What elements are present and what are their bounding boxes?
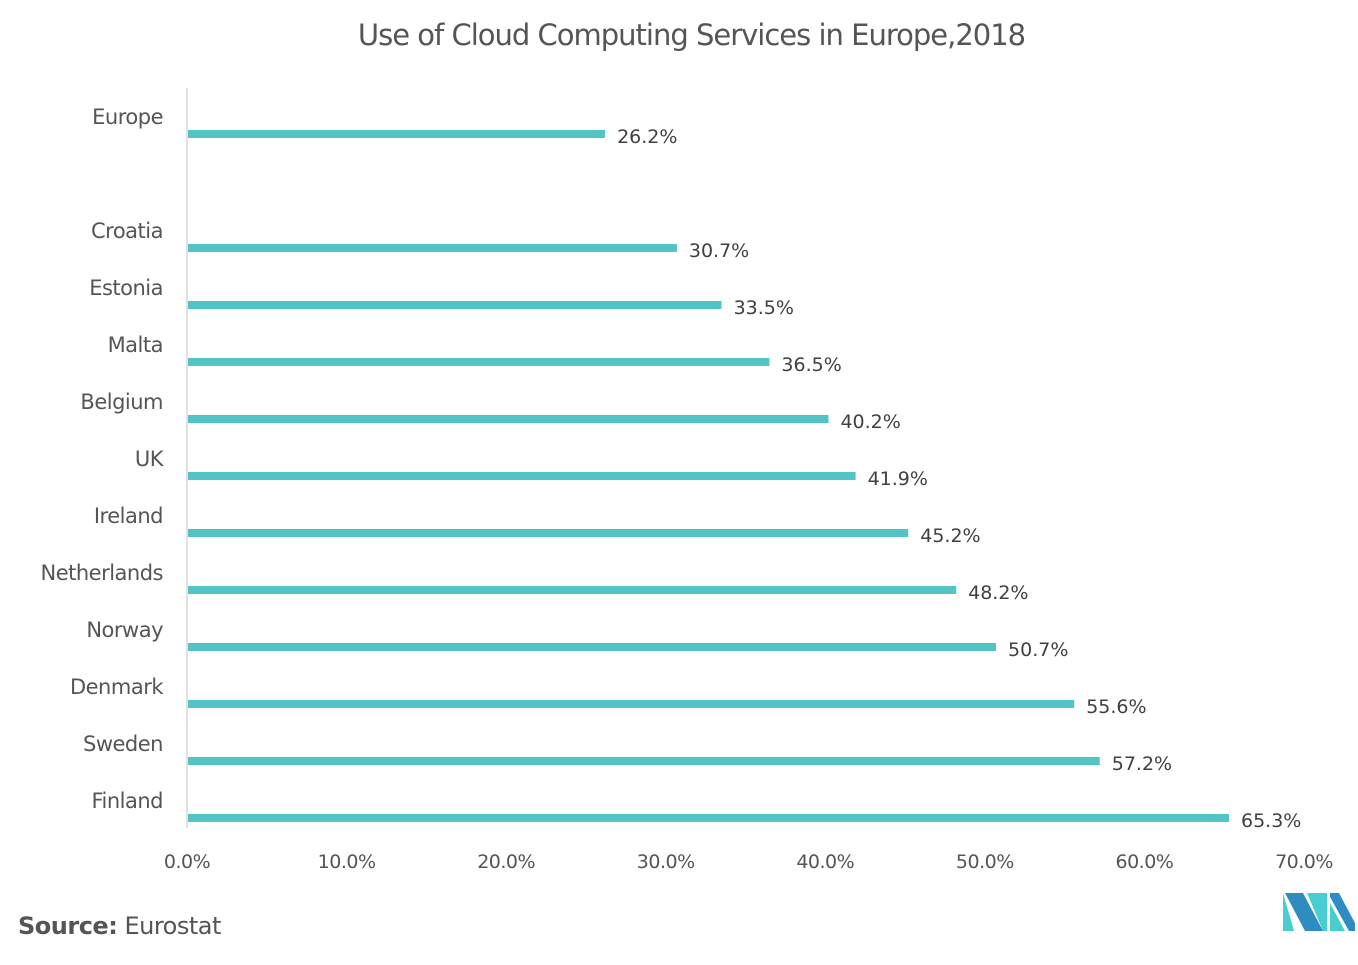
data-label: 50.7% <box>1008 639 1068 661</box>
category-label: Europe <box>92 105 163 129</box>
logo-shape-5 <box>1330 903 1345 931</box>
bar-belgium <box>188 415 829 423</box>
category-label: Finland <box>91 789 163 813</box>
data-label: 40.2% <box>840 411 900 433</box>
category-label: UK <box>135 447 165 471</box>
data-label: 55.6% <box>1086 696 1146 718</box>
category-label: Netherlands <box>40 561 163 585</box>
bar-finland <box>188 814 1230 822</box>
data-label: 45.2% <box>920 525 980 547</box>
logo-shape-2 <box>1285 893 1323 931</box>
category-label: Belgium <box>80 390 163 414</box>
bar-chart: Europe Croatia Estonia Malta Belgium UK Irelan… <box>40 88 1334 873</box>
brand-logo <box>1283 893 1355 931</box>
data-label: 65.3% <box>1241 810 1301 832</box>
bar-europe <box>188 130 606 138</box>
x-tick-label: 40.0% <box>796 851 854 873</box>
x-tick-label: 0.0% <box>164 851 210 873</box>
bar-estonia <box>188 301 722 309</box>
category-label: Estonia <box>89 276 163 300</box>
data-label: 36.5% <box>781 354 841 376</box>
category-label: Croatia <box>91 219 163 243</box>
category-label: Ireland <box>94 504 163 528</box>
bar-malta <box>188 358 770 366</box>
bar-norway <box>188 643 997 651</box>
bar-netherlands <box>188 586 957 594</box>
x-tick-label: 30.0% <box>637 851 695 873</box>
logo-shape-4 <box>1330 893 1355 931</box>
x-tick-label: 20.0% <box>477 851 535 873</box>
x-tick-label: 60.0% <box>1115 851 1173 873</box>
bar-croatia <box>188 244 677 252</box>
category-label: Norway <box>86 618 163 642</box>
data-label: 48.2% <box>968 582 1028 604</box>
bar-denmark <box>188 700 1075 708</box>
value-labels: 26.2% 30.7% 33.5% 36.5% 40.2% 41.9% 45.2% 48.2%… <box>617 126 1301 832</box>
x-tick-label: 70.0% <box>1275 851 1333 873</box>
data-label: 41.9% <box>868 468 928 490</box>
logo-shape-3 <box>1307 893 1327 931</box>
x-tick-label: 10.0% <box>318 851 376 873</box>
bar-uk <box>188 472 856 480</box>
source-note: Source: Eurostat <box>18 912 221 940</box>
data-label: 30.7% <box>689 240 749 262</box>
category-label: Malta <box>108 333 163 357</box>
category-label: Sweden <box>83 732 163 756</box>
bar-ireland <box>188 529 909 537</box>
data-label: 57.2% <box>1112 753 1172 775</box>
x-tick-label: 50.0% <box>956 851 1014 873</box>
x-axis-tick-labels: 0.0% 10.0% 20.0% 30.0% 40.0% 50.0% 60.0% 70.0% <box>164 851 1334 873</box>
category-labels: Europe Croatia Estonia Malta Belgium UK Irelan… <box>40 105 165 813</box>
source-label: Source: <box>18 912 118 940</box>
data-label: 26.2% <box>617 126 677 148</box>
bar-sweden <box>188 757 1100 765</box>
logo-shape-1 <box>1283 893 1294 931</box>
bars-group <box>188 130 1230 822</box>
category-label: Denmark <box>70 675 164 699</box>
source-value: Eurostat <box>124 912 221 940</box>
data-label: 33.5% <box>734 297 794 319</box>
chart-title: Use of Cloud Computing Services in Europ… <box>357 18 1026 52</box>
